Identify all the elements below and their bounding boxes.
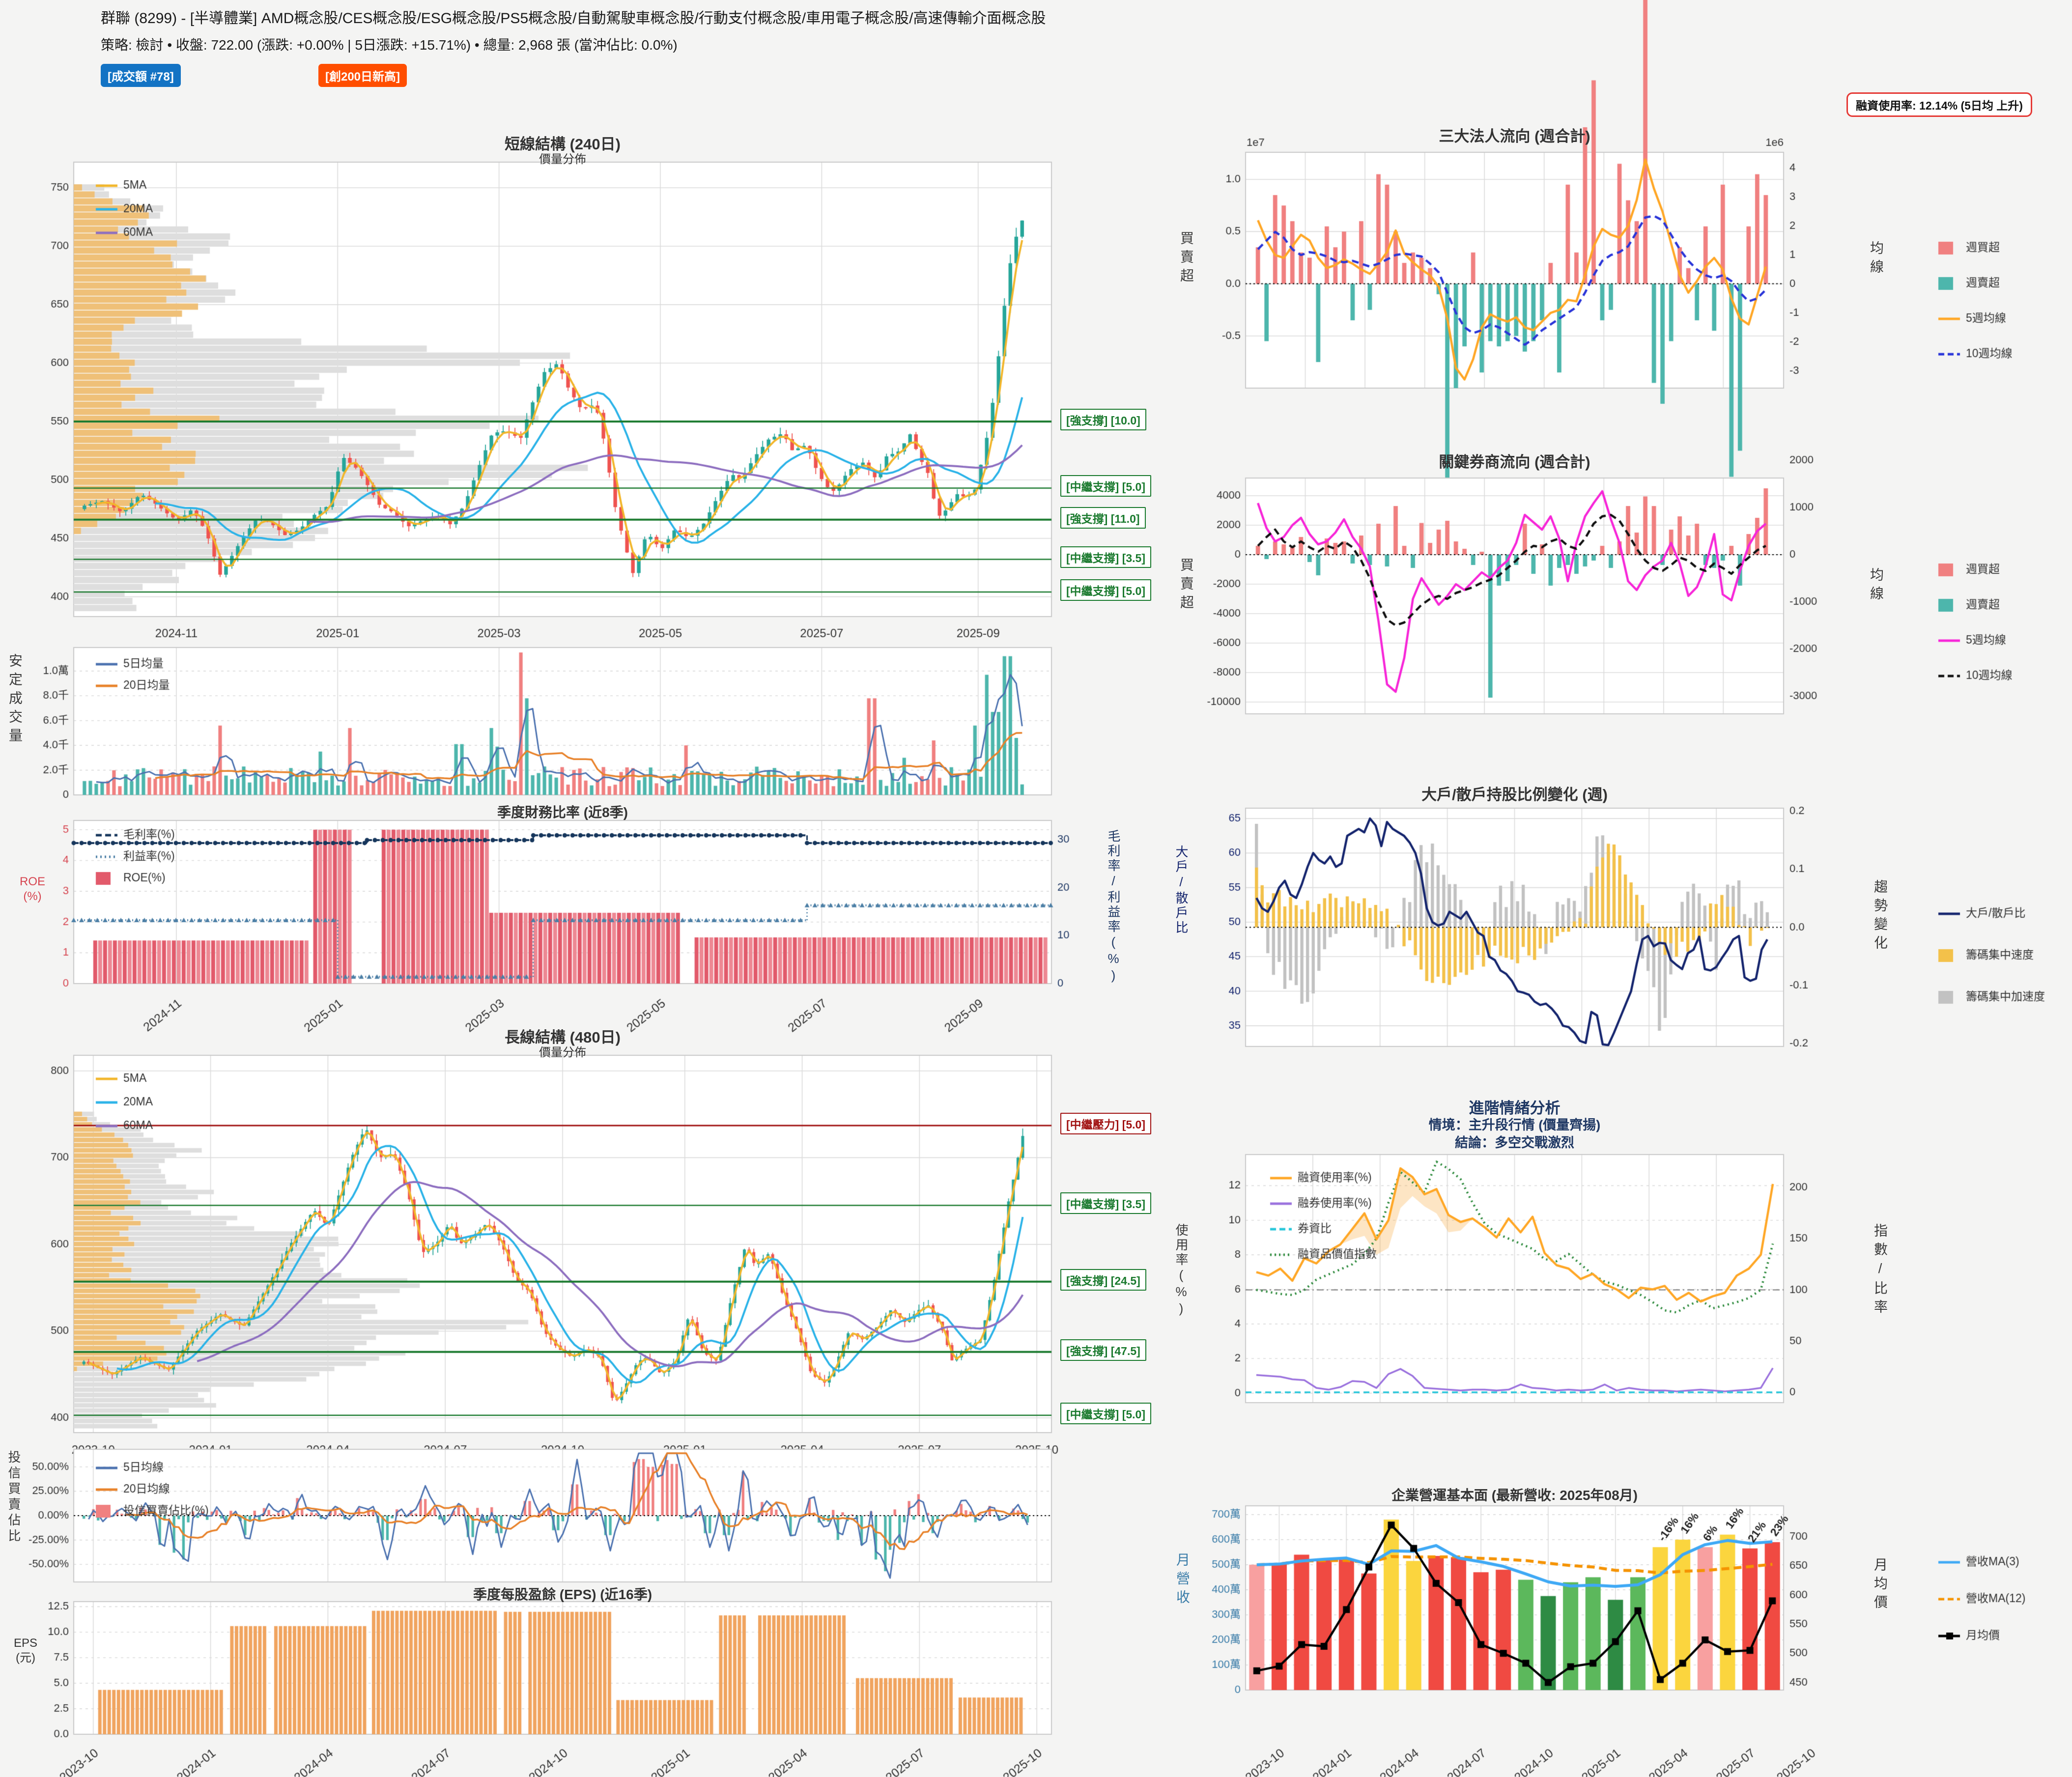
support-annotation: [強支撐] [10.0] — [1060, 408, 1146, 430]
short-structure-title: 短線結構 (240日) — [505, 136, 621, 153]
short-structure-subtitle: 價量分佈 — [539, 153, 586, 166]
holders-ratio-title: 大戶/散戶持股比例變化 (週) — [1421, 786, 1608, 803]
key-broker-flow-title: 關鍵券商流向 (週合計) — [1439, 453, 1590, 471]
page-title: 群聯 (8299) - [半導體業] AMD概念股/CES概念股/ESG概念股/… — [101, 10, 1046, 27]
r3-left-axis-label: 大戶/散戶比 — [1174, 845, 1189, 935]
volume-axis-label: 安定成交量 — [7, 653, 23, 747]
institutional-flow-title: 三大法人流向 (週合計) — [1439, 128, 1590, 145]
support-annotation: [中繼支撐] [3.5] — [1060, 1192, 1151, 1214]
support-annotation: [中繼支撐] [5.0] — [1060, 579, 1151, 601]
support-annotation: [強支撐] [47.5] — [1060, 1339, 1146, 1361]
r2-right-axis-label: 均線 — [1869, 567, 1884, 605]
margin-usage-badge: 融資使用率: 12.14% (5日均 上升) — [1846, 92, 2032, 117]
sentiment-title: 進階情緒分析 — [1469, 1100, 1561, 1117]
new-high-badge: [創200日新高] — [318, 64, 407, 87]
support-annotation: [中繼支撐] [5.0] — [1060, 475, 1151, 497]
r1-right-axis-label: 均線 — [1869, 241, 1884, 278]
eps-axis-label: EPS (元) — [14, 1636, 38, 1664]
roe-axis-label: ROE (%) — [20, 875, 46, 903]
header-stats: 策略: 檢討 • 收盤: 722.00 (漲跌: +0.00% | 5日漲跌: … — [101, 37, 678, 53]
turnover-rank-badge: [成交額 #78] — [101, 64, 181, 87]
long-structure-subtitle: 價量分佈 — [539, 1046, 586, 1059]
long-structure-title: 長線結構 (480日) — [505, 1029, 621, 1046]
sentiment-scenario: 情境：主升段行情 (價量齊揚) — [1428, 1118, 1601, 1132]
margin-ratio-axis-label: 毛利率/利益率(%) — [1106, 829, 1121, 985]
r5-left-axis-label: 月營收 — [1175, 1552, 1190, 1608]
eps-title: 季度每股盈餘 (EPS) (近16季) — [473, 1587, 653, 1602]
r5-right-axis-label: 月均價 — [1873, 1557, 1888, 1613]
support-annotation: [中繼支撐] [3.5] — [1060, 546, 1151, 568]
sentiment-conclusion: 結論：多空交戰激烈 — [1455, 1135, 1574, 1150]
invest-trust-axis-label: 投信買賣佔比 — [6, 1450, 21, 1545]
support-annotation: [強支撐] [11.0] — [1060, 507, 1146, 529]
r4-left-axis-label: 使用率(%) — [1174, 1223, 1189, 1318]
support-annotation: [中繼壓力] [5.0] — [1060, 1113, 1151, 1134]
r1-left-axis-label: 買賣超 — [1179, 231, 1194, 287]
r2-left-axis-label: 買賣超 — [1179, 558, 1194, 614]
r3-right-axis-label: 趨勢變化 — [1873, 879, 1888, 954]
support-annotation: [強支撐] [24.5] — [1060, 1269, 1146, 1291]
quarter-ratios-title: 季度財務比率 (近8季) — [497, 805, 628, 820]
revenue-title: 企業營運基本面 (最新營收: 2025年08月) — [1391, 1488, 1638, 1503]
r4-right-axis-label: 指數/比率 — [1873, 1223, 1888, 1318]
support-annotation: [中繼支撐] [5.0] — [1060, 1402, 1151, 1424]
